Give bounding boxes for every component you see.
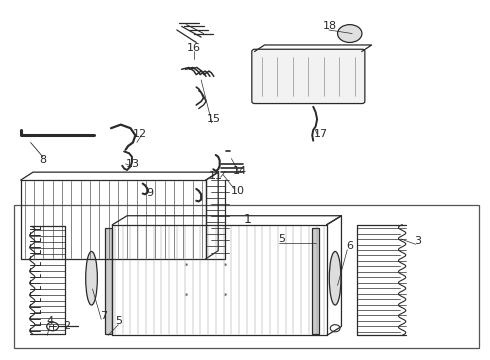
Text: 18: 18	[323, 21, 337, 31]
Bar	[14, 205, 479, 348]
Text: 6: 6	[346, 241, 353, 251]
Text: 14: 14	[233, 166, 247, 176]
Circle shape	[338, 24, 362, 42]
Text: *: *	[185, 293, 188, 299]
Text: 15: 15	[206, 114, 220, 124]
Text: 2: 2	[64, 321, 71, 332]
Text: *: *	[185, 263, 188, 269]
Text: 3: 3	[415, 236, 421, 246]
Text: 16: 16	[187, 43, 201, 53]
Circle shape	[47, 322, 58, 331]
Text: 17: 17	[314, 129, 328, 139]
Bar	[312, 228, 319, 334]
Text: 13: 13	[126, 159, 140, 169]
Text: 1: 1	[244, 213, 251, 226]
FancyBboxPatch shape	[252, 49, 365, 104]
Text: 8: 8	[39, 156, 47, 165]
Text: 12: 12	[133, 129, 147, 139]
Text: 5: 5	[115, 316, 122, 326]
Ellipse shape	[86, 251, 98, 305]
Text: *: *	[224, 293, 227, 299]
Text: 9: 9	[147, 188, 153, 198]
Text: 4: 4	[47, 316, 54, 326]
Ellipse shape	[329, 251, 341, 305]
Text: *: *	[224, 263, 227, 269]
Text: 5: 5	[278, 234, 285, 244]
Bar	[105, 228, 112, 334]
Circle shape	[330, 325, 340, 332]
Text: 10: 10	[231, 186, 245, 196]
Text: 7: 7	[100, 311, 107, 321]
Text: 11: 11	[209, 171, 223, 181]
